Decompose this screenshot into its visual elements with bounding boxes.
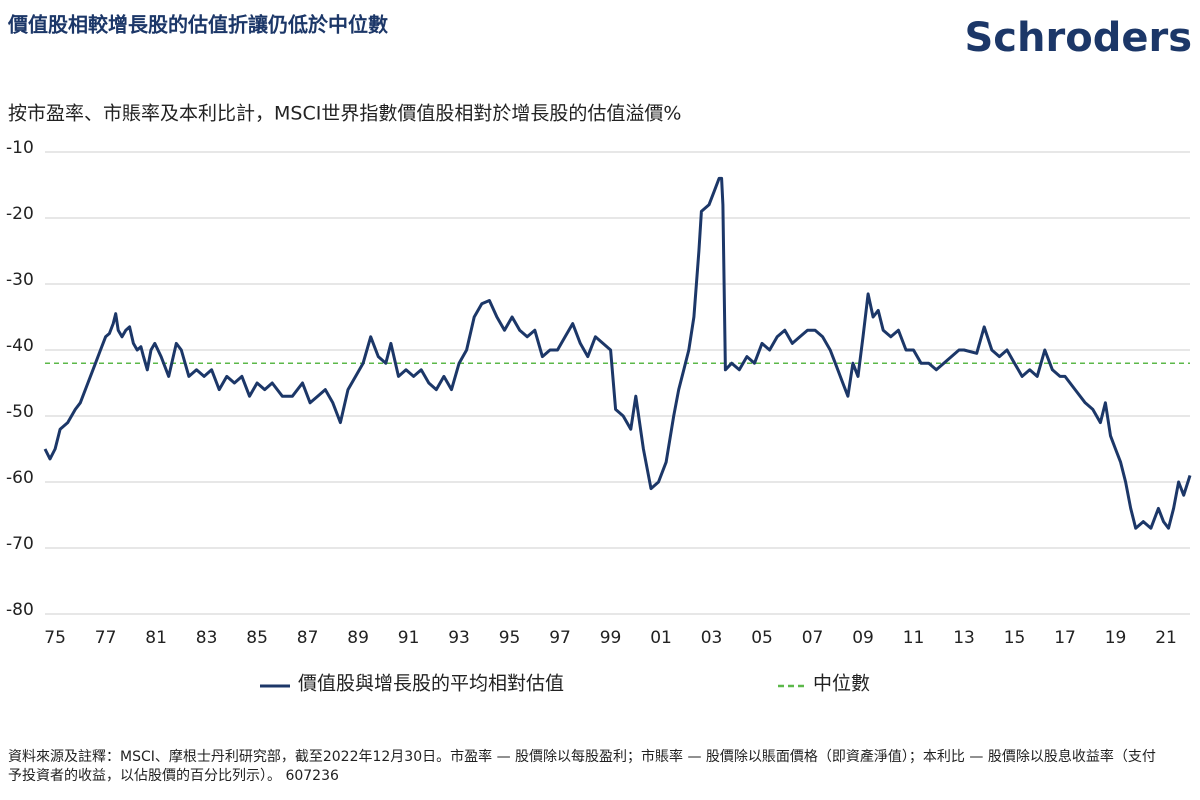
x-tick-label: 81 [145, 628, 167, 648]
logo: Schroders [965, 15, 1193, 61]
y-tick-label: -40 [6, 336, 34, 356]
x-tick-label: 95 [499, 628, 521, 648]
x-tick-label: 93 [448, 628, 470, 648]
x-tick-label: 97 [549, 628, 571, 648]
chart-subtitle: 按市盈率、市賬率及本利比計，MSCI世界指數價值股相對於增長股的估值溢價% [8, 103, 681, 125]
chart: 價值股相較增長股的估值折讓仍低於中位數 Schroders 按市盈率、市賬率及本… [6, 13, 1193, 695]
legend-label: 價值股與增長股的平均相對估值 [298, 673, 564, 695]
legend-label: 中位數 [813, 673, 870, 695]
x-tick-label: 99 [600, 628, 622, 648]
x-tick-label: 09 [852, 628, 874, 648]
x-tick-label: 89 [347, 628, 369, 648]
x-tick-label: 19 [1105, 628, 1127, 648]
y-tick-label: -10 [6, 138, 34, 158]
y-tick-label: -60 [6, 468, 34, 488]
x-tick-label: 07 [802, 628, 824, 648]
x-tick-label: 11 [903, 628, 925, 648]
x-tick-label: 17 [1054, 628, 1076, 648]
x-tick-label: 85 [246, 628, 268, 648]
x-tick-label: 87 [297, 628, 319, 648]
x-tick-label: 13 [953, 628, 975, 648]
chart-title: 價值股相較增長股的估值折讓仍低於中位數 [7, 13, 388, 37]
x-tick-label: 91 [398, 628, 420, 648]
x-tick-label: 83 [196, 628, 218, 648]
x-tick-label: 75 [44, 628, 66, 648]
x-tick-label: 77 [95, 628, 117, 648]
footnote: 資料來源及註釋：MSCI、摩根士丹利研究部，截至2022年12月30日。市盈率 … [8, 749, 1156, 784]
y-tick-label: -30 [6, 270, 34, 290]
y-tick-label: -20 [6, 204, 34, 224]
x-tick-label: 03 [701, 628, 723, 648]
y-tick-label: -70 [6, 534, 34, 554]
y-tick-label: -50 [6, 402, 34, 422]
x-tick-label: 01 [650, 628, 672, 648]
data-line [43, 176, 1192, 530]
x-tick-label: 21 [1155, 628, 1177, 648]
x-tick-label: 05 [751, 628, 773, 648]
x-tick-label: 15 [1004, 628, 1026, 648]
y-tick-label: -80 [6, 600, 34, 620]
